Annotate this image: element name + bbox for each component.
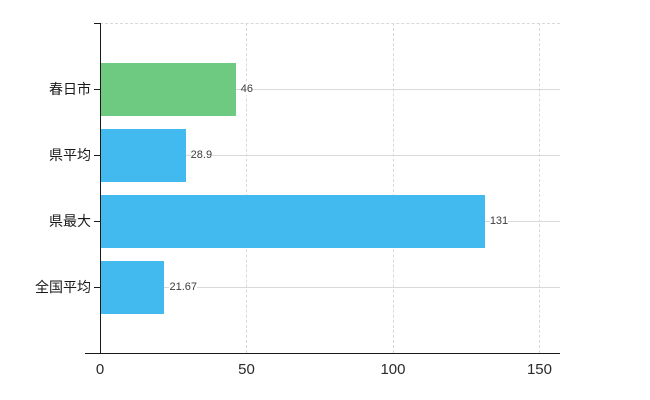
gridline-vertical xyxy=(246,23,248,353)
category-label: 全国平均 xyxy=(35,279,91,295)
x-axis-line xyxy=(85,353,560,354)
y-axis-line xyxy=(100,23,101,353)
value-label: 46 xyxy=(240,83,254,95)
category-tick xyxy=(94,89,100,90)
value-label: 21.67 xyxy=(169,281,198,293)
plot-top-border xyxy=(100,23,560,24)
category-label: 県平均 xyxy=(49,147,91,163)
bar-3 xyxy=(101,260,165,314)
x-tick-label: 100 xyxy=(380,361,406,378)
gridline-horizontal xyxy=(100,287,560,288)
category-tick xyxy=(94,221,100,222)
gridline-vertical xyxy=(392,23,394,353)
y-axis-top-tick xyxy=(94,23,100,24)
category-tick xyxy=(94,287,100,288)
value-label: 131 xyxy=(489,215,509,227)
x-tick-label: 150 xyxy=(526,361,552,378)
bar-1 xyxy=(101,128,186,182)
gridline-vertical xyxy=(539,23,541,353)
category-label: 県最大 xyxy=(49,213,91,229)
category-label: 春日市 xyxy=(49,81,91,97)
bar-2 xyxy=(101,194,485,248)
gridline-horizontal xyxy=(100,89,560,90)
x-tick-label: 50 xyxy=(238,361,255,378)
x-tick-label: 0 xyxy=(95,361,105,378)
gridline-horizontal xyxy=(100,155,560,156)
bar-0 xyxy=(101,62,236,116)
value-label: 28.9 xyxy=(190,149,213,161)
category-tick xyxy=(94,155,100,156)
